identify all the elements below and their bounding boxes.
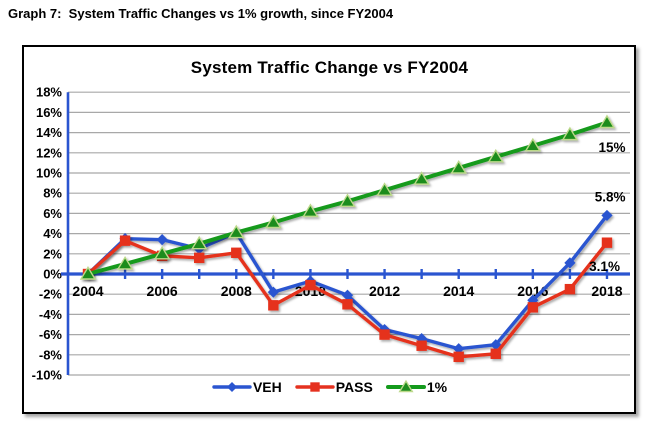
legend-item-pass: PASS: [295, 379, 373, 395]
legend-1pct-swatch: [385, 379, 426, 393]
legend-veh-label: VEH: [252, 379, 282, 395]
legend-1pct-label: 1%: [426, 379, 448, 395]
veh-marker: [226, 381, 237, 393]
chart-title: System Traffic Change vs FY2004: [190, 58, 469, 77]
1pct-marker: [398, 379, 414, 393]
legend-item-1pct: 1%: [385, 379, 448, 395]
legend-pass-swatch: [295, 382, 335, 392]
legend-veh-swatch: [212, 381, 252, 393]
chart-legend: VEH PASS 1%: [0, 377, 659, 397]
page-header-title: Graph 7: System Traffic Changes vs 1% gr…: [8, 6, 394, 21]
chart-frame: [22, 45, 636, 414]
legend-item-veh: VEH: [212, 379, 282, 395]
pass-marker: [310, 382, 320, 392]
legend-pass-label: PASS: [335, 379, 373, 395]
